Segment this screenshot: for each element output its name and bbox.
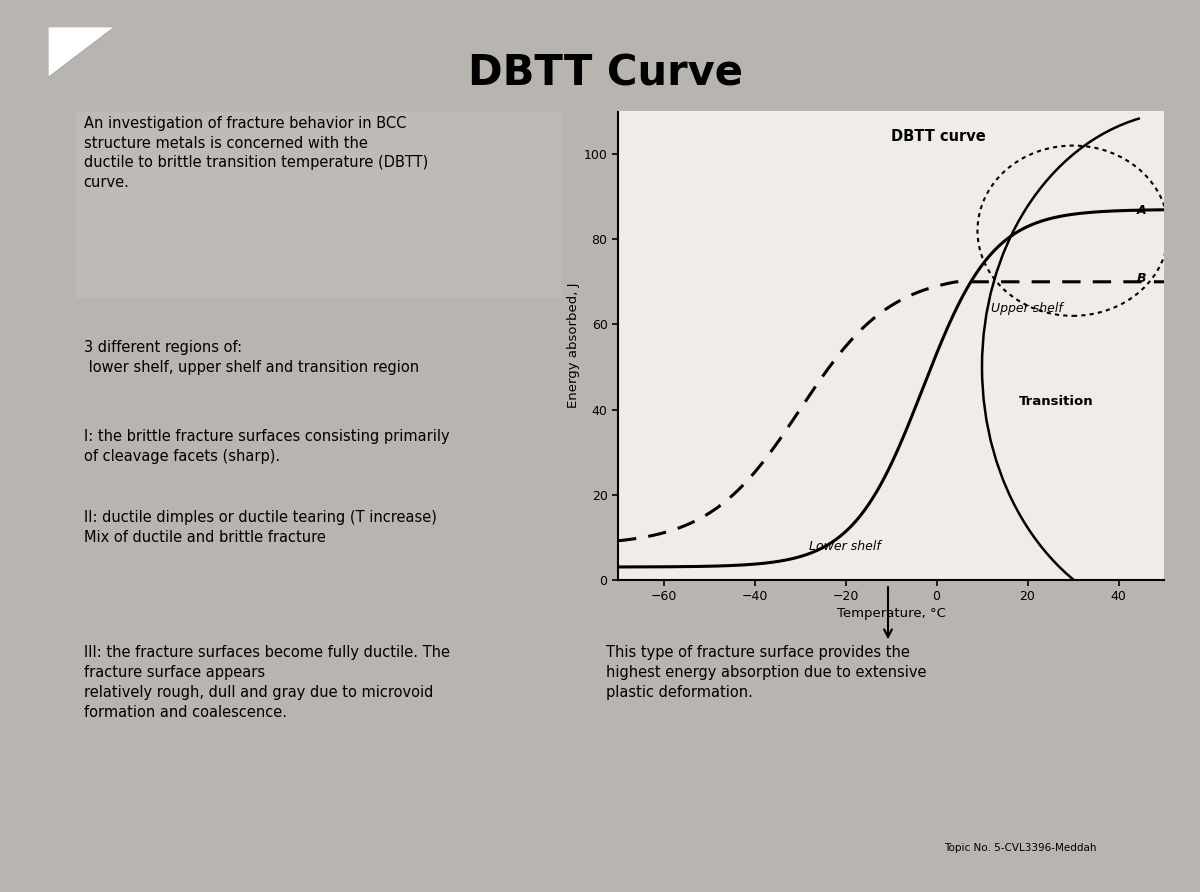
Text: An investigation of fracture behavior in BCC
structure metals is concerned with : An investigation of fracture behavior in…: [84, 116, 428, 190]
Text: Upper shelf: Upper shelf: [991, 301, 1063, 315]
Text: A: A: [1136, 203, 1146, 217]
FancyBboxPatch shape: [76, 112, 562, 298]
Y-axis label: Energy absorbed, J: Energy absorbed, J: [566, 283, 580, 409]
Text: Transition: Transition: [1019, 395, 1093, 409]
Polygon shape: [48, 27, 115, 78]
Text: 3 different regions of:
 lower shelf, upper shelf and transition region: 3 different regions of: lower shelf, upp…: [84, 341, 419, 376]
X-axis label: Temperature, °C: Temperature, °C: [836, 607, 946, 620]
Text: I: the brittle fracture surfaces consisting primarily
of cleavage facets (sharp): I: the brittle fracture surfaces consist…: [84, 429, 449, 464]
Text: II: ductile dimples or ductile tearing (T increase)
Mix of ductile and brittle f: II: ductile dimples or ductile tearing (…: [84, 510, 437, 545]
Text: Topic No. 5-CVL3396-Meddah: Topic No. 5-CVL3396-Meddah: [944, 843, 1097, 853]
Text: DBTT Curve: DBTT Curve: [468, 52, 744, 95]
Text: This type of fracture surface provides the
highest energy absorption due to exte: This type of fracture surface provides t…: [606, 646, 926, 700]
Text: B: B: [1136, 272, 1146, 285]
Text: DBTT curve: DBTT curve: [890, 129, 985, 145]
Text: III: the fracture surfaces become fully ductile. The
fracture surface appears
re: III: the fracture surfaces become fully …: [84, 646, 450, 720]
Text: Lower shelf: Lower shelf: [809, 540, 881, 553]
